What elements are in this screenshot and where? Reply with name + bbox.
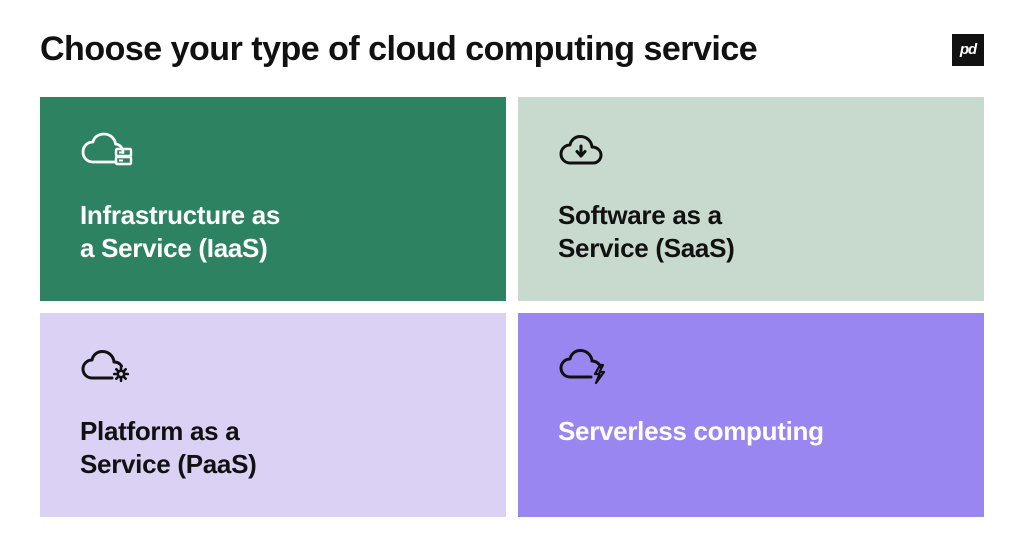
cloud-server-icon — [80, 131, 466, 171]
card-label: Platform as aService (PaaS) — [80, 415, 466, 480]
card-serverless[interactable]: Serverless computing — [518, 313, 984, 517]
header: Choose your type of cloud computing serv… — [40, 30, 984, 69]
cloud-gear-icon — [80, 347, 466, 387]
card-label: Software as aService (SaaS) — [558, 199, 944, 264]
card-label: Serverless computing — [558, 415, 944, 448]
card-label: Infrastructure asa Service (IaaS) — [80, 199, 466, 264]
card-saas[interactable]: Software as aService (SaaS) — [518, 97, 984, 301]
page-title: Choose your type of cloud computing serv… — [40, 30, 757, 69]
logo-badge: pd — [952, 34, 984, 66]
cloud-bolt-icon — [558, 347, 944, 387]
card-paas[interactable]: Platform as aService (PaaS) — [40, 313, 506, 517]
card-iaas[interactable]: Infrastructure asa Service (IaaS) — [40, 97, 506, 301]
cloud-download-icon — [558, 131, 944, 171]
card-grid: Infrastructure asa Service (IaaS) Softwa… — [40, 97, 984, 517]
